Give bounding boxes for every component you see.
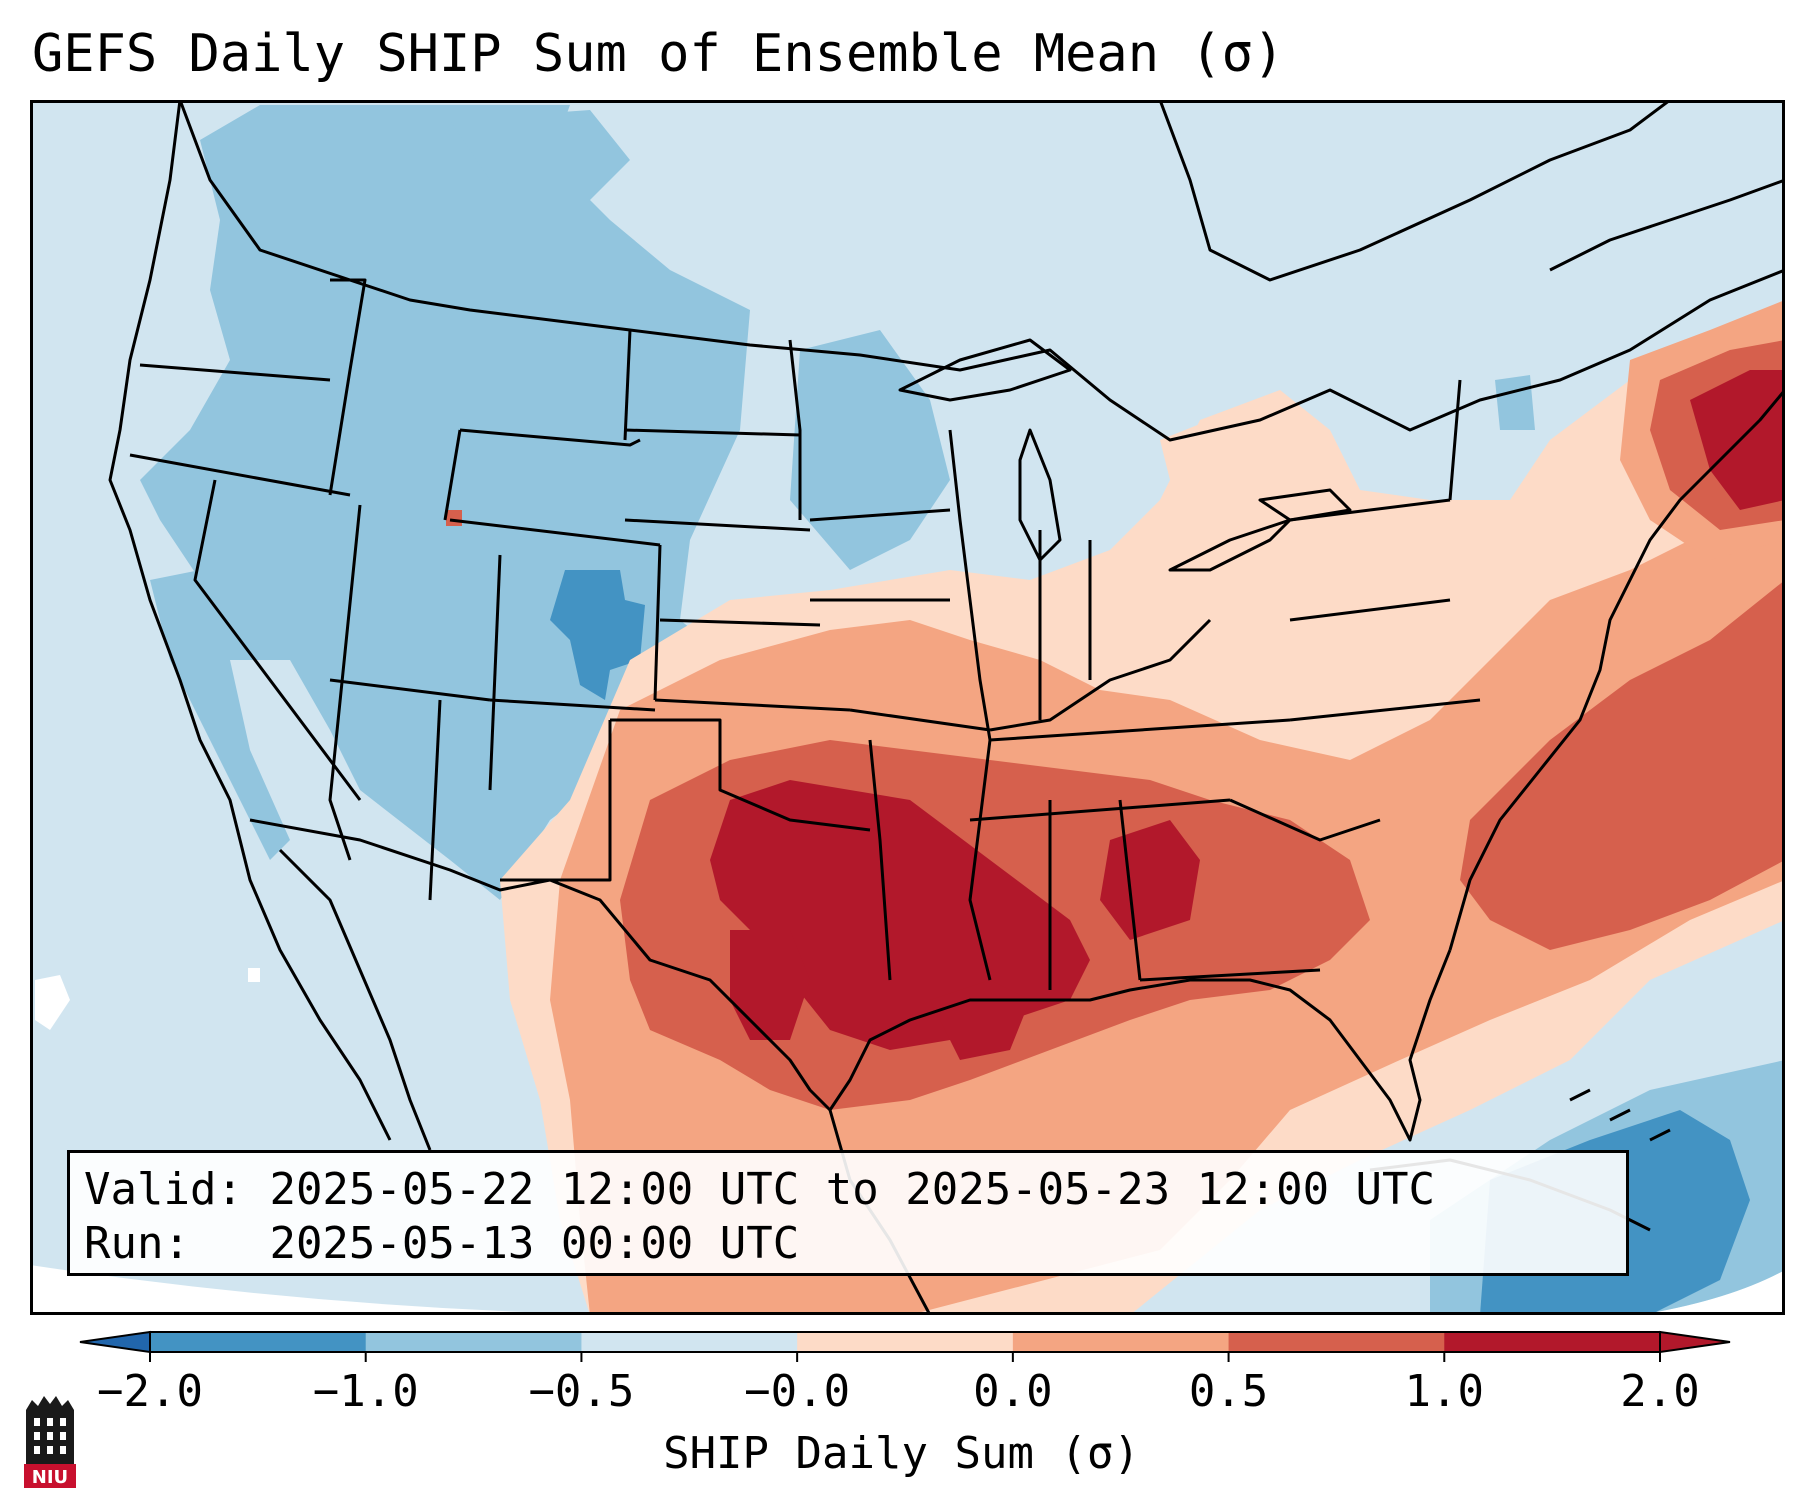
colorbar-tick-label: −0.0 [744, 1366, 851, 1417]
colorbar-tick-label: 0.5 [1188, 1366, 1269, 1417]
run-value: 2025-05-13 00:00 UTC [269, 1218, 800, 1269]
tn-south [969, 798, 1231, 822]
baja-white-dot [248, 968, 260, 982]
colorbar-segment [1228, 1332, 1445, 1352]
nevada-utah [328, 504, 362, 861]
northern-plains-negative-region [790, 330, 950, 570]
niu-logo-icon: NIU [24, 1396, 76, 1488]
map-title: GEFS Daily SHIP Sum of Ensemble Mean (σ) [32, 24, 1285, 84]
dakotas-east [788, 339, 802, 520]
colorbar-tick-label: 1.0 [1404, 1366, 1485, 1417]
northwest-negative-region [140, 105, 750, 900]
tn-ky [989, 718, 1291, 742]
hudson-bay-coast [1158, 100, 1671, 282]
nevada-ca-diagonal [193, 479, 362, 801]
valid-label: Valid: [84, 1164, 243, 1215]
idaho-west [328, 278, 367, 496]
utah-arizona [329, 678, 491, 702]
baja-peninsula [278, 848, 432, 1151]
ga-fl [1139, 968, 1321, 982]
alabama-ga [1118, 799, 1142, 981]
nm-texas [500, 720, 612, 882]
atlantic-strong-positive [1460, 580, 1785, 950]
minnesota-iowa [809, 508, 951, 522]
new-england-west [1448, 379, 1462, 501]
mississippi-river [948, 429, 992, 981]
colorbar-tick-label: −1.0 [312, 1366, 419, 1417]
gulf-coast [828, 949, 1452, 1142]
arkansas-louisiana [868, 739, 892, 981]
colorbar-segment [1012, 1332, 1230, 1352]
va-nc [1289, 698, 1481, 722]
utah-red-pixel [446, 510, 462, 526]
lake-ontario [1258, 488, 1352, 522]
montana-wyoming [449, 518, 661, 547]
colorbar-label: SHIP Daily Sum (σ) [663, 1428, 1140, 1479]
colorbar-segment [581, 1332, 798, 1352]
colorado-east [653, 544, 662, 701]
missouri-arkansas [849, 708, 991, 732]
california-coast-negative [150, 570, 290, 860]
washington-oregon [139, 363, 331, 382]
atlantic-coast [1448, 389, 1785, 951]
montana-dakota [623, 329, 632, 441]
colorbar-tick-label: −0.5 [528, 1366, 635, 1417]
labrador-coast [1549, 178, 1785, 272]
pacific-coast [108, 100, 392, 1141]
map-frame [30, 100, 1785, 1315]
wyoming-west [443, 429, 462, 521]
colorbar-segment [1444, 1332, 1661, 1352]
west-texas-core [730, 930, 810, 1040]
colorbar-outline [149, 1331, 1661, 1353]
kansas-oklahoma [654, 698, 851, 712]
north-south-dakota [624, 428, 801, 437]
colorbar-extend-low [79, 1330, 151, 1354]
colorado-south [489, 698, 656, 712]
colorado-strong-negative [550, 570, 645, 700]
valid-value: 2025-05-22 12:00 UTC to 2025-05-23 12:00… [269, 1164, 1436, 1215]
wyoming-north [459, 428, 641, 447]
ohio-river [989, 618, 1212, 732]
us-mexico-border [249, 818, 832, 1112]
pa-south [1289, 598, 1451, 622]
nebraska-kansas [659, 618, 821, 627]
lake-erie [1168, 518, 1292, 572]
new-york-negative-patch [1495, 375, 1535, 430]
arizona-nm [428, 699, 442, 901]
new-england-core [1690, 370, 1785, 510]
carolinas [1229, 798, 1381, 842]
colorbar-segment [797, 1332, 1014, 1352]
colorbar-tick-label: 0.0 [973, 1366, 1053, 1417]
sd-nebraska [624, 518, 811, 532]
run-line: Run: 2025-05-13 00:00 UTC [84, 1217, 1612, 1271]
bahamas [1569, 1088, 1671, 1142]
valid-run-info-box: Valid: 2025-05-22 12:00 UTC to 2025-05-2… [67, 1150, 1629, 1276]
white-patches [35, 968, 260, 1030]
us-canada-border [178, 100, 1785, 442]
great-lakes-weak-positive [1160, 420, 1230, 500]
utah-colorado [488, 554, 502, 791]
pacific-white-patch [35, 975, 70, 1030]
niu-logo-text: NIU [32, 1467, 68, 1488]
great-lakes-superior [898, 338, 1072, 402]
colorbar-segment [150, 1332, 367, 1352]
oklahoma-texas [610, 718, 871, 832]
run-label: Run: [84, 1218, 190, 1269]
ship-anomaly-map [30, 100, 1785, 1315]
colorbar-tick-label: 2.0 [1620, 1366, 1700, 1417]
montana-negative-strip [450, 110, 630, 200]
valid-line: Valid: 2025-05-22 12:00 UTC to 2025-05-2… [84, 1163, 1612, 1217]
map-outside-corner [30, 1265, 630, 1315]
oregon-nevada-california [129, 453, 351, 497]
colorbar-segment [365, 1332, 582, 1352]
michigan-lake [1018, 428, 1062, 562]
colorbar-tick-label: −2.0 [97, 1366, 203, 1417]
colorbar [79, 1330, 1731, 1362]
colorbar-extend-high [1659, 1330, 1731, 1354]
